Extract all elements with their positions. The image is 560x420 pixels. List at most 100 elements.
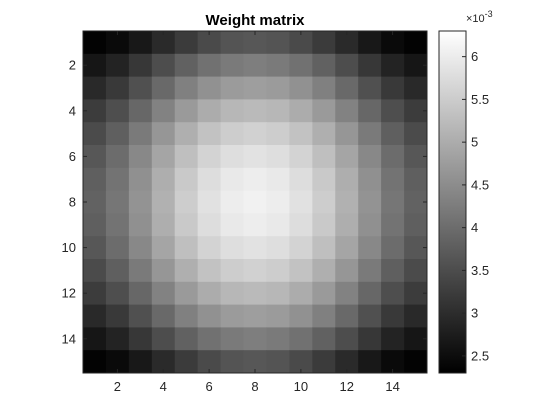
- heatmap-cell: [243, 350, 267, 374]
- heatmap-cell: [381, 99, 405, 123]
- heatmap-cell: [83, 145, 107, 169]
- heatmap-cell: [266, 236, 290, 260]
- chart-title: Weight matrix: [206, 12, 306, 29]
- colorbar-tick-label: 2.5: [471, 348, 489, 363]
- heatmap-cell: [312, 190, 336, 214]
- heatmap-cell: [404, 327, 428, 351]
- heatmap-cell: [174, 213, 199, 237]
- heatmap-cell: [151, 350, 176, 374]
- colorbar-multiplier-exponent: -3: [485, 9, 493, 19]
- heatmap-cell: [197, 122, 221, 146]
- heatmap-cell: [151, 145, 176, 169]
- heatmap-cell: [174, 304, 199, 328]
- heatmap-cell: [105, 281, 130, 305]
- heatmap-cell: [289, 122, 313, 146]
- heatmap-cell: [83, 350, 107, 374]
- heatmap-cell: [243, 236, 267, 260]
- heatmap-cell: [128, 122, 153, 146]
- heatmap-cell: [220, 327, 244, 351]
- heatmap-cell: [83, 304, 107, 328]
- heatmap-cell: [289, 31, 313, 55]
- heatmap-cell: [105, 327, 130, 351]
- heatmap-cell: [151, 190, 176, 214]
- heatmap-cell: [358, 31, 382, 55]
- heatmap-cell: [358, 327, 382, 351]
- heatmap-cell: [289, 304, 313, 328]
- heatmap-cell: [312, 350, 336, 374]
- x-tick-label: 10: [294, 379, 308, 394]
- colorbar-tick-label: 3.5: [471, 263, 489, 278]
- heatmap-cell: [220, 76, 244, 100]
- heatmap-cell: [174, 31, 199, 55]
- heatmap-cell: [105, 213, 130, 237]
- heatmap-cell: [197, 259, 221, 283]
- heatmap-cell: [404, 304, 428, 328]
- heatmap-cell: [220, 213, 244, 237]
- heatmap-cell: [83, 259, 107, 283]
- heatmap-cell: [335, 145, 359, 169]
- heatmap-cell: [381, 122, 405, 146]
- y-tick-label: 10: [62, 240, 76, 255]
- heatmap-cell: [83, 327, 107, 351]
- heatmap-cell: [266, 213, 290, 237]
- heatmap-cell: [197, 167, 221, 191]
- y-tick-label: 14: [62, 331, 76, 346]
- heatmap-cell: [243, 31, 267, 55]
- heatmap-cell: [151, 31, 176, 55]
- colorbar-tick-label: 3: [471, 306, 478, 321]
- heatmap-cell: [404, 76, 428, 100]
- heatmap-cell: [266, 190, 290, 214]
- heatmap-cell: [174, 259, 199, 283]
- heatmap-cell: [174, 190, 199, 214]
- heatmap-cell: [128, 304, 153, 328]
- heatmap-cell: [358, 53, 382, 77]
- heatmap-cell: [381, 190, 405, 214]
- colorbar-tick-label: 5.5: [471, 92, 489, 107]
- heatmap-cell: [358, 236, 382, 260]
- heatmap-cell: [243, 304, 267, 328]
- heatmap-cell: [151, 304, 176, 328]
- heatmap-cell: [220, 236, 244, 260]
- colorbar-multiplier-base: ×10: [466, 13, 485, 25]
- heatmap-cell: [312, 259, 336, 283]
- colorbar-tick-label: 6: [471, 49, 478, 64]
- heatmap-cell: [197, 190, 221, 214]
- heatmap-cell: [243, 167, 267, 191]
- heatmap-cell: [83, 213, 107, 237]
- heatmap-cell: [404, 122, 428, 146]
- x-tick-label: 14: [385, 379, 399, 394]
- heatmap-cell: [105, 122, 130, 146]
- x-axis-ticks: 2 4 6 8 10 12 14: [114, 31, 400, 394]
- heatmap-cell: [335, 122, 359, 146]
- heatmap-cell: [312, 167, 336, 191]
- heatmap-cell: [358, 190, 382, 214]
- heatmap-cell: [335, 259, 359, 283]
- heatmap-cell: [105, 167, 130, 191]
- heatmap-cell: [128, 350, 153, 374]
- heatmap-cell: [312, 122, 336, 146]
- heatmap-cell: [266, 259, 290, 283]
- heatmap-cell: [243, 327, 267, 351]
- heatmap-cell: [197, 304, 221, 328]
- heatmap-cell: [335, 213, 359, 237]
- heatmap-cell: [335, 304, 359, 328]
- heatmap-cell: [358, 145, 382, 169]
- heatmap-cell: [83, 53, 107, 77]
- heatmap-cell: [105, 145, 130, 169]
- heatmap-cell: [105, 99, 130, 123]
- heatmap-cell: [358, 213, 382, 237]
- heatmap-cell: [266, 76, 290, 100]
- heatmap-cell: [105, 350, 130, 374]
- heatmap-cell: [358, 122, 382, 146]
- heatmap-cell: [105, 190, 130, 214]
- heatmap-cell: [335, 350, 359, 374]
- heatmap-cell: [404, 31, 428, 55]
- heatmap-cell: [289, 259, 313, 283]
- heatmap-cell: [220, 122, 244, 146]
- heatmap-cell: [266, 327, 290, 351]
- heatmap-cell: [335, 281, 359, 305]
- heatmap-cell: [151, 281, 176, 305]
- heatmap-cell: [151, 236, 176, 260]
- heatmap-cell: [220, 350, 244, 374]
- heatmap-cell: [358, 259, 382, 283]
